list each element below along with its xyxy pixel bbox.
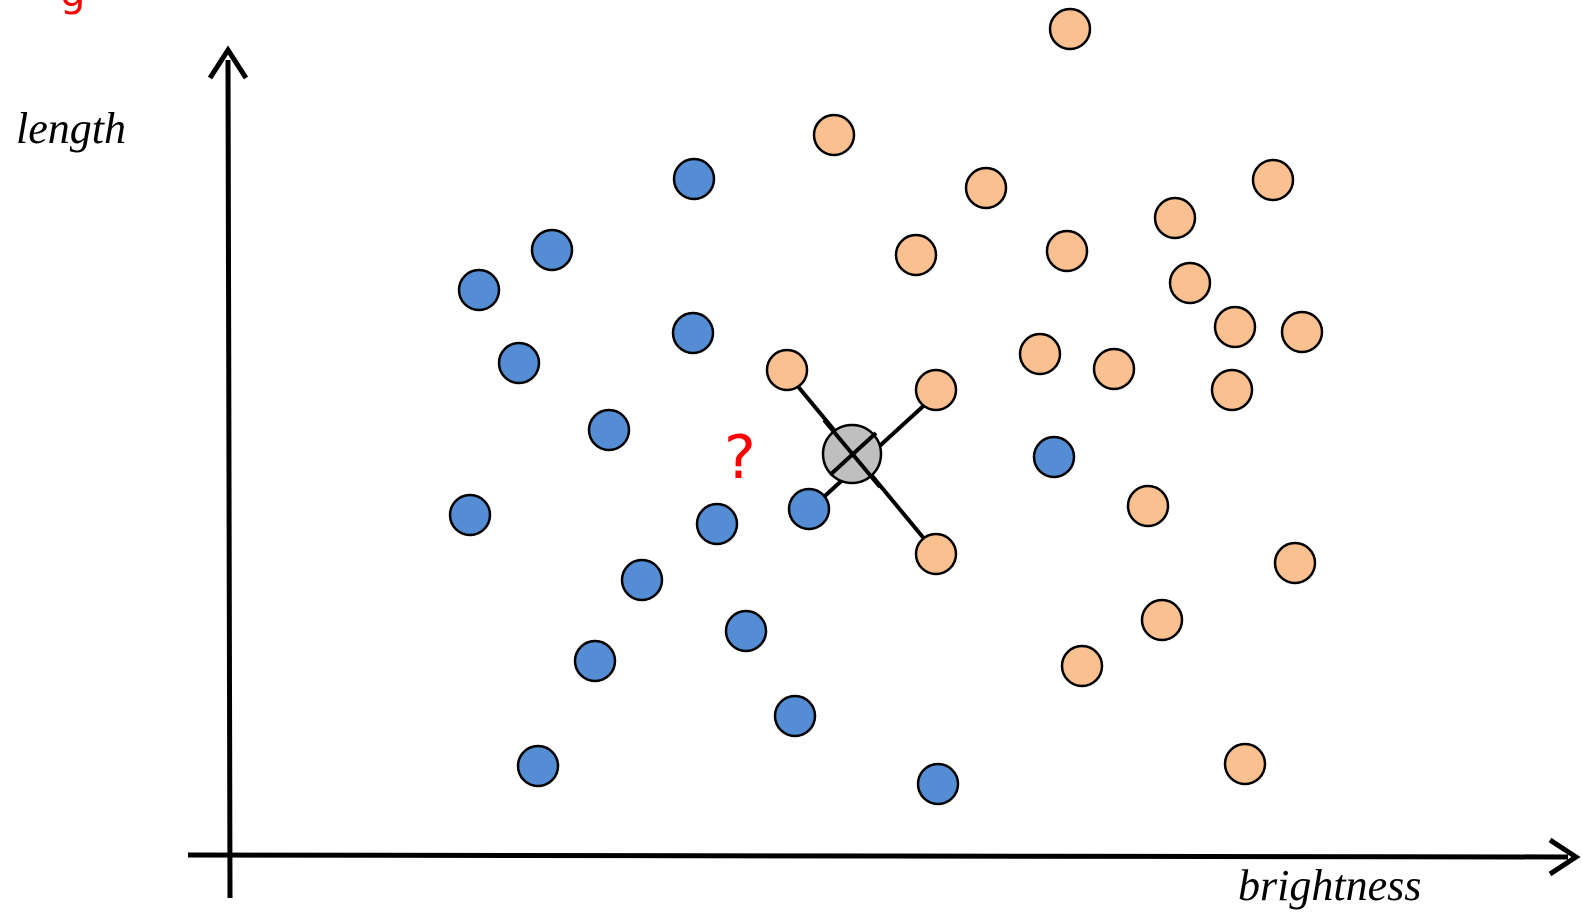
data-point-blue [671,311,715,355]
y-axis [207,45,249,899]
x-axis [187,837,1581,877]
data-point-blue [695,502,739,546]
data-point-blue [1032,435,1076,479]
data-point-orange [1213,305,1257,349]
data-point-orange [914,368,958,412]
data-point-orange [964,166,1008,210]
data-point-orange [1018,332,1062,376]
data-point-orange [1168,261,1212,305]
data-point-orange [1045,229,1089,273]
data-point-blue [497,341,541,385]
cropped-top-text: g [60,0,85,16]
data-point-orange [812,113,856,157]
data-point-blue [773,694,817,738]
data-point-orange [1223,742,1267,786]
data-point-blue [516,744,560,788]
data-point-orange [1153,196,1197,240]
data-point-orange [1126,484,1170,528]
data-point-blue [620,558,664,602]
data-point-blue [672,157,716,201]
data-point-blue [457,268,501,312]
data-point-orange [1140,598,1184,642]
x-axis-arrowhead [1548,837,1581,877]
class-b-points [765,7,1324,786]
data-point-blue [448,493,492,537]
data-point-orange [1092,347,1136,391]
data-point-orange [1210,368,1254,412]
data-point-blue [787,487,831,531]
data-point-orange [914,532,958,576]
data-point-orange [1273,541,1317,585]
data-point-blue [587,408,631,452]
x-axis-label: brightness [1238,861,1421,910]
data-point-orange [894,233,938,277]
y-axis-arrowhead [207,45,249,80]
data-point-orange [1048,7,1092,51]
data-point-orange [1280,310,1324,354]
data-point-orange [1251,158,1295,202]
neighbor-line-overlay [828,431,878,477]
data-point-blue [573,639,617,683]
data-point-blue [724,609,768,653]
class-a-points [448,157,1076,806]
y-axis-label: length [16,104,126,153]
query-question-mark: ? [724,423,756,493]
data-point-orange [765,348,809,392]
data-point-blue [530,228,574,272]
data-point-orange [1060,644,1104,688]
data-point-blue [916,762,960,806]
